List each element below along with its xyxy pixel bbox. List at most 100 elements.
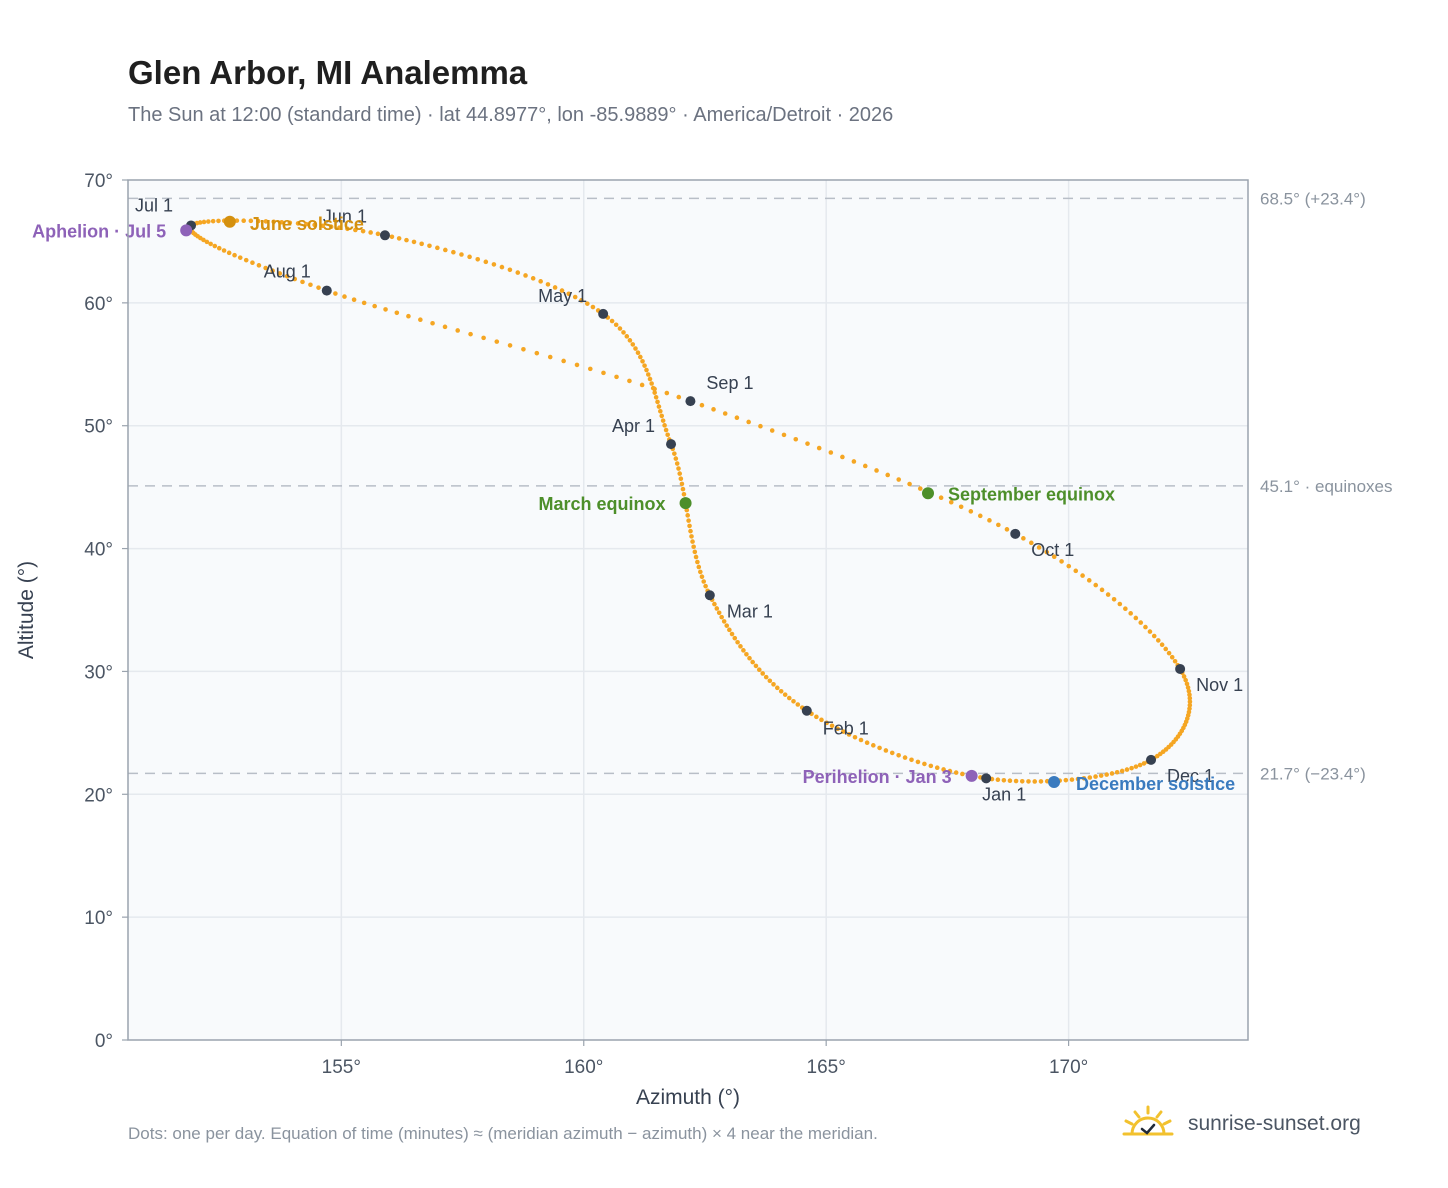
daily-dot	[687, 523, 692, 529]
daily-dot	[216, 245, 222, 251]
daily-dot	[672, 451, 677, 456]
daily-dot	[221, 248, 227, 253]
daily-dot	[677, 471, 683, 476]
daily-dot	[649, 381, 654, 386]
y-tick-label: 60°	[84, 294, 113, 315]
daily-dot	[1187, 699, 1193, 705]
daily-dot	[1036, 545, 1042, 550]
daily-dot	[968, 509, 974, 514]
daily-dot	[1123, 606, 1128, 611]
daily-dot	[404, 237, 409, 243]
y-tick-label: 10°	[84, 908, 113, 929]
daily-dot	[1063, 777, 1069, 783]
daily-dot	[1086, 578, 1092, 583]
daily-dot	[735, 639, 740, 645]
daily-dot	[655, 399, 660, 405]
daily-dot	[774, 685, 780, 691]
daily-dot	[232, 252, 237, 258]
daily-dot	[263, 265, 268, 271]
month-marker	[801, 705, 812, 716]
daily-dot	[915, 759, 921, 765]
footnote: Dots: one per day. Equation of time (min…	[128, 1124, 878, 1143]
daily-dot	[995, 777, 1001, 783]
daily-dot	[786, 695, 792, 701]
daily-dot	[1051, 554, 1057, 560]
daily-dot	[1172, 658, 1178, 664]
daily-dot	[852, 734, 858, 740]
month-marker	[1146, 754, 1157, 765]
month-marker	[704, 590, 715, 601]
month-marker	[598, 308, 609, 319]
daily-dot	[676, 394, 682, 400]
daily-dot	[1151, 633, 1157, 639]
reference-line-label: 68.5° (+23.4°)	[1260, 189, 1366, 208]
daily-dot	[1066, 563, 1072, 569]
daily-dot	[534, 350, 540, 356]
daily-dot	[443, 247, 448, 253]
daily-dot	[515, 270, 521, 275]
daily-dot	[948, 499, 954, 505]
daily-dot	[660, 418, 666, 423]
daily-dot	[1075, 776, 1081, 782]
y-tick-label: 0°	[95, 1031, 113, 1052]
daily-dot	[507, 343, 513, 348]
chart-subtitle: The Sun at 12:00 (standard time) · lat 4…	[128, 104, 894, 126]
daily-dot	[960, 771, 965, 777]
event-marker	[180, 224, 193, 237]
event-marker	[1048, 776, 1061, 788]
daily-dot	[828, 450, 834, 455]
daily-dot	[1099, 587, 1105, 593]
daily-dot	[1124, 767, 1130, 772]
daily-dot	[561, 358, 566, 364]
daily-dot	[1138, 620, 1144, 625]
daily-dot	[1044, 549, 1050, 555]
daily-dot	[750, 659, 755, 665]
grid-lines	[128, 180, 1248, 1040]
daily-dot	[1185, 685, 1191, 690]
daily-dot	[1119, 768, 1125, 774]
daily-dot	[744, 651, 749, 657]
month-marker	[1010, 528, 1021, 539]
daily-dot	[633, 346, 638, 351]
daily-dot	[459, 252, 464, 257]
y-axis-label: Altitude (°)	[15, 561, 38, 659]
daily-dot	[1187, 695, 1193, 701]
daily-dot	[696, 564, 702, 570]
y-tick-label: 30°	[84, 662, 113, 683]
daily-dot	[835, 726, 840, 731]
sun-checkmark-icon	[1122, 1105, 1174, 1136]
daily-dot	[977, 513, 983, 519]
daily-dot	[1019, 778, 1025, 784]
daily-dot	[658, 408, 663, 414]
daily-dot	[451, 249, 456, 255]
daily-dot	[201, 219, 207, 225]
daily-dot	[686, 518, 691, 523]
daily-dot	[685, 513, 690, 518]
x-tick-label: 155°	[322, 1057, 361, 1078]
daily-dot	[758, 423, 763, 429]
month-marker-label: Sep 1	[706, 373, 753, 393]
month-marker-label: Jun 1	[323, 206, 367, 226]
daily-dot	[1169, 654, 1175, 660]
daily-dot	[523, 273, 528, 278]
month-marker-label: Jul 1	[135, 195, 173, 215]
daily-dot	[1141, 761, 1147, 766]
daily-dot	[538, 279, 543, 284]
daily-dot	[1147, 629, 1153, 634]
daily-dot	[609, 318, 615, 324]
daily-dot	[656, 404, 662, 409]
daily-dot	[1013, 778, 1019, 784]
daily-dot	[617, 326, 623, 331]
daily-dot	[1133, 615, 1139, 621]
daily-dot	[771, 682, 776, 687]
daily-dot	[1093, 774, 1098, 779]
daily-dot	[521, 346, 526, 352]
daily-dot	[1032, 779, 1038, 784]
daily-dot	[1029, 540, 1034, 546]
daily-dot	[491, 262, 497, 267]
brand-logo[interactable]: sunrise-sunset.org	[1120, 1104, 1361, 1144]
daily-dot	[613, 322, 619, 328]
daily-dot	[1155, 638, 1161, 643]
chart-title: Glen Arbor, MI Analemma	[128, 54, 528, 91]
